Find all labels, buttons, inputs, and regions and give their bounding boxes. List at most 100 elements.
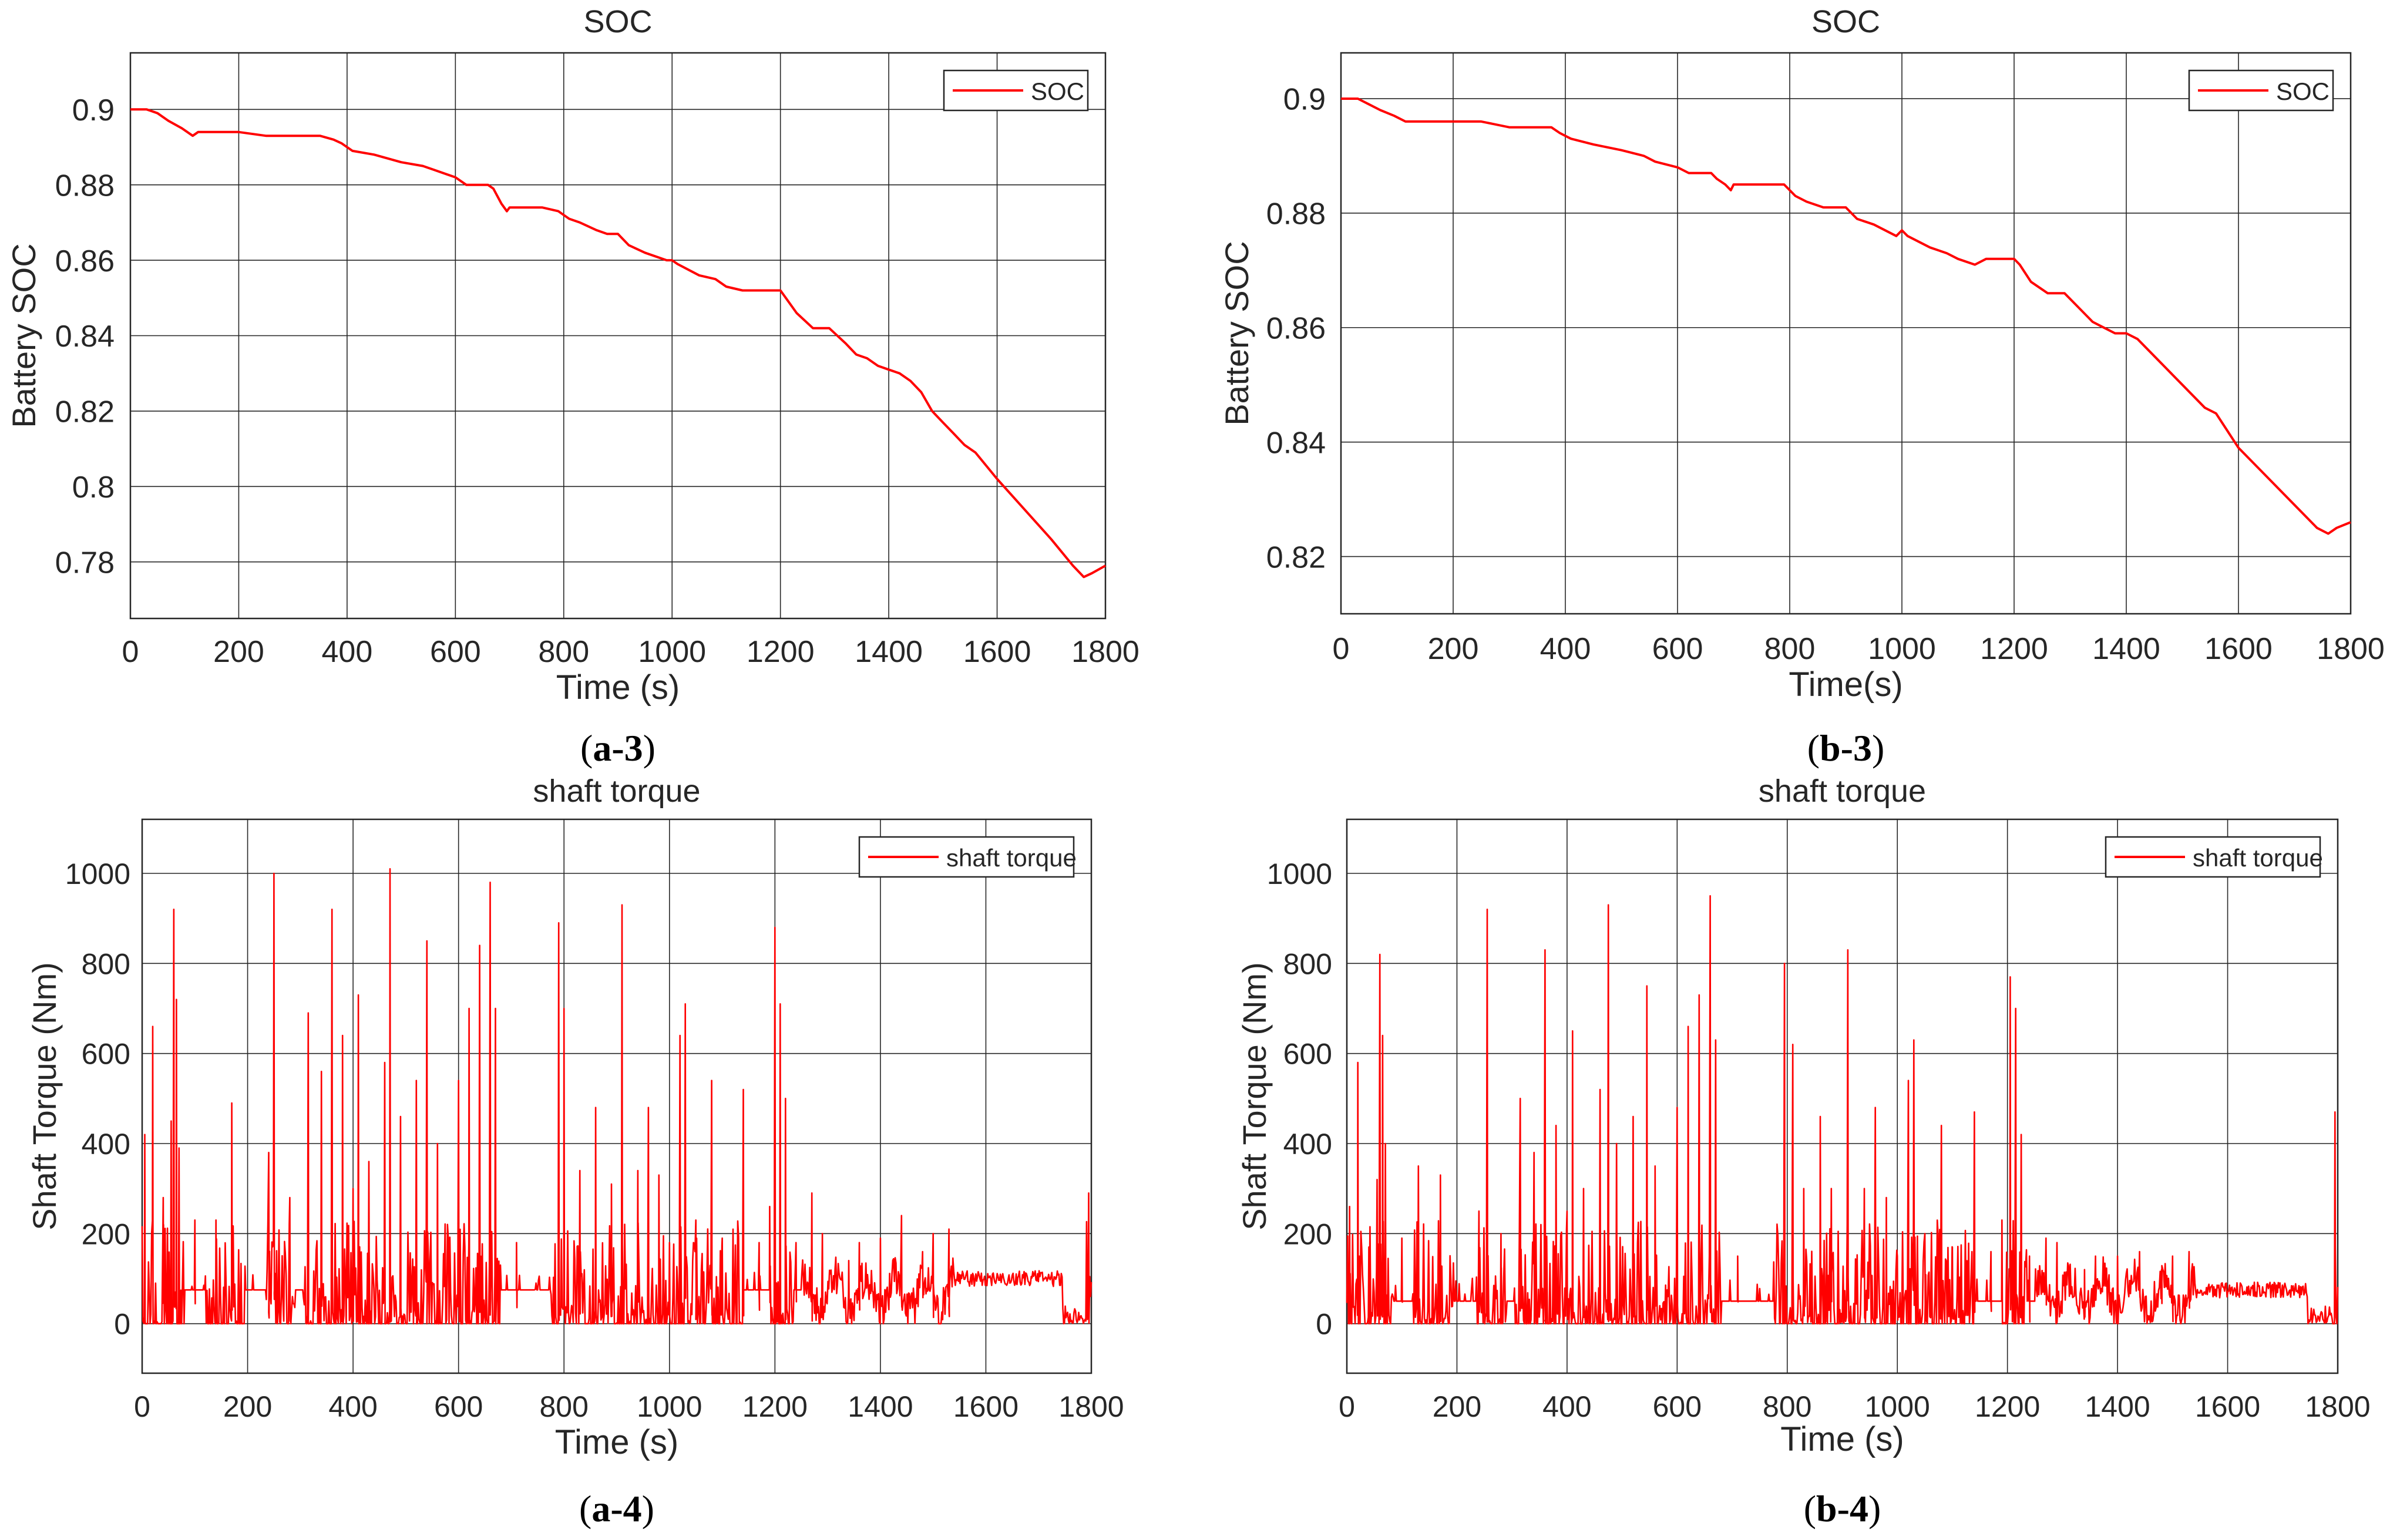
x-axis-label: Time(s)	[1789, 665, 1902, 704]
x-tick-label: 1800	[2305, 1390, 2370, 1423]
caption-close-paren: )	[1872, 727, 1884, 769]
caption-close-paren: )	[642, 1488, 654, 1529]
x-tick-label: 1400	[848, 1390, 913, 1423]
series-line-a-4	[141, 868, 1093, 1324]
x-tick-label: 800	[1763, 1390, 1811, 1423]
x-tick-label: 200	[213, 635, 264, 669]
x-tick-label: 800	[538, 635, 589, 669]
chart-title: SOC	[583, 4, 652, 39]
subfigure-caption: (a-3)	[580, 727, 656, 769]
y-axis-label: Shaft Torque (Nm)	[1236, 962, 1273, 1230]
y-tick-label: 0	[114, 1308, 130, 1341]
subfigure-caption: (a-4)	[579, 1488, 654, 1529]
grid	[1340, 53, 2351, 614]
x-tick-label: 600	[1652, 632, 1703, 666]
x-tick-label: 0	[1333, 632, 1350, 666]
x-tick-label: 1400	[2092, 632, 2160, 666]
x-tick-label: 1200	[1975, 1390, 2040, 1423]
y-tick-label: 600	[1283, 1038, 1332, 1071]
x-tick-label: 1400	[2085, 1390, 2150, 1423]
x-tick-label: 1000	[637, 1390, 702, 1423]
x-tick-label: 200	[1428, 632, 1479, 666]
caption-label: b-4	[1816, 1488, 1868, 1529]
y-tick-label: 1000	[65, 858, 130, 890]
y-tick-label: 0.82	[55, 395, 115, 429]
x-axis-label: Time (s)	[555, 1423, 678, 1461]
legend: shaft torque	[2105, 836, 2323, 878]
legend: shaft torque	[858, 836, 1077, 878]
x-tick-label: 1800	[1058, 1390, 1124, 1423]
x-tick-label: 1400	[855, 635, 923, 669]
series-line-b-3	[1341, 97, 2351, 535]
caption-label: a-4	[591, 1488, 641, 1529]
y-tick-label: 0.84	[1266, 426, 1326, 460]
x-tick-label: 1200	[1980, 632, 2048, 666]
chart-b-3: 0 200 400 600 800 1000 1200 1400 1600 1800 0.82 0.8…	[1218, 4, 2385, 769]
x-tick-label: 200	[223, 1390, 272, 1423]
legend-entry: SOC	[2276, 78, 2330, 105]
caption-close-paren: )	[1868, 1488, 1881, 1529]
x-tick-label: 400	[328, 1390, 377, 1423]
y-tick-label: 0.82	[1266, 540, 1326, 574]
subfigure-caption: (b-4)	[1804, 1488, 1881, 1529]
caption-open-paren: (	[579, 1488, 591, 1529]
x-tick-label: 200	[1433, 1390, 1481, 1423]
chart-title: SOC	[1811, 4, 1880, 39]
x-tick-label: 1200	[742, 1390, 808, 1423]
x-tick-label: 1800	[2317, 632, 2385, 666]
x-tick-label: 1000	[1868, 632, 1936, 666]
y-tick-label: 200	[82, 1218, 130, 1250]
x-tick-label: 1000	[638, 635, 706, 669]
x-tick-label: 600	[1653, 1390, 1702, 1423]
y-axis-label: Shaft Torque (Nm)	[26, 962, 63, 1230]
x-tick-label: 800	[540, 1390, 589, 1423]
axes-box	[129, 52, 1107, 620]
x-tick-label: 0	[122, 635, 139, 669]
plot-area	[1341, 53, 2351, 614]
caption-label: b-3	[1820, 727, 1872, 769]
legend-entry: shaft torque	[2193, 844, 2323, 872]
y-tick-label: 400	[82, 1128, 130, 1161]
y-tick-label: 0.84	[55, 320, 115, 354]
caption-open-paren: (	[580, 727, 593, 769]
legend: SOC	[2188, 69, 2334, 112]
axes-box	[1346, 818, 2339, 1374]
chart-title: shaft torque	[533, 774, 700, 809]
chart-title: shaft torque	[1759, 774, 1926, 809]
y-tick-label: 0.86	[55, 244, 115, 278]
caption-open-paren: (	[1807, 727, 1820, 769]
x-tick-label: 600	[430, 635, 481, 669]
y-axis-label: Battery SOC	[1218, 241, 1255, 425]
x-axis-label: Time (s)	[556, 668, 680, 707]
chart-a-3: 0 200 400 600 800 1000 1200 1400 1600 1800 0.78 0.8…	[5, 4, 1140, 769]
chart-a-4: 0 200 400 600 800 1000 1200 1400 1600 1800 0 200 400…	[26, 774, 1124, 1529]
x-tick-label: 600	[434, 1390, 483, 1423]
x-tick-label: 400	[322, 635, 373, 669]
x-tick-label: 1200	[747, 635, 815, 669]
y-tick-label: 800	[82, 947, 130, 980]
y-tick-label: 0.9	[1283, 83, 1326, 117]
chart-b-4: 0 200 400 600 800 1000 1200 1400 1600 1800 0 200 400…	[1236, 774, 2371, 1529]
x-tick-label: 400	[1542, 1390, 1591, 1423]
legend: SOC	[943, 69, 1089, 112]
y-tick-label: 0.88	[55, 169, 115, 203]
y-tick-label: 0.9	[72, 93, 115, 127]
subfigure-caption: (b-3)	[1807, 727, 1885, 769]
x-tick-label: 1600	[953, 1390, 1019, 1423]
x-axis-label: Time (s)	[1780, 1420, 1904, 1458]
x-tick-label: 0	[134, 1390, 150, 1423]
x-tick-label: 1600	[963, 635, 1031, 669]
legend-entry: SOC	[1031, 78, 1084, 105]
y-tick-label: 400	[1283, 1128, 1332, 1161]
x-tick-label: 1600	[2195, 1390, 2260, 1423]
caption-open-paren: (	[1804, 1488, 1816, 1529]
y-tick-label: 0	[1316, 1308, 1332, 1341]
series-line-a-3	[130, 108, 1106, 579]
series-line-b-4	[1346, 895, 2339, 1324]
grid	[1346, 819, 2338, 1373]
x-tick-label: 0	[1339, 1390, 1355, 1423]
y-tick-label: 600	[82, 1038, 130, 1071]
x-tick-label: 1800	[1071, 635, 1140, 669]
x-tick-label: 400	[1540, 632, 1591, 666]
